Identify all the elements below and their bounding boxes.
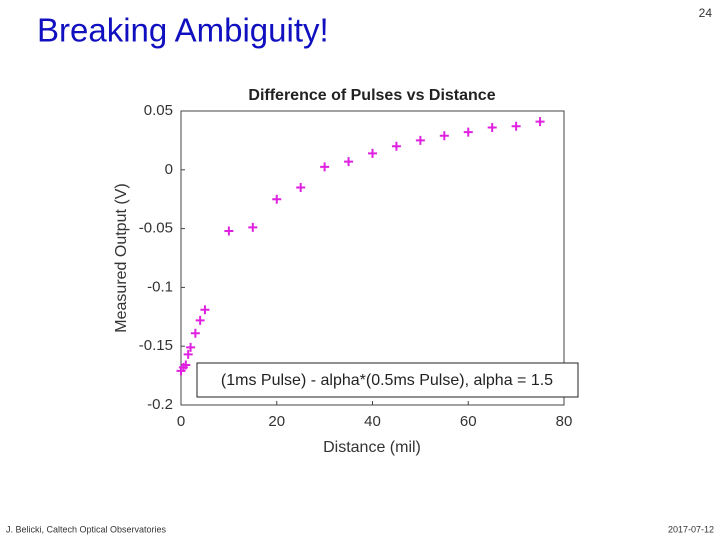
point: [439, 131, 449, 141]
point: [511, 121, 521, 131]
y-axis-label: Measured Output (V): [113, 183, 130, 332]
chart-title: Difference of Pulses vs Distance: [248, 87, 495, 104]
x-tick-label: 20: [268, 413, 285, 430]
y-tick-label: -0.2: [147, 396, 173, 413]
point: [320, 162, 330, 172]
point: [463, 127, 473, 137]
x-tick-label: 40: [364, 413, 381, 430]
footer-right: 2017-07-12: [668, 524, 714, 534]
point: [535, 117, 545, 127]
point: [181, 360, 191, 370]
y-tick-label: 0: [165, 161, 173, 178]
point: [368, 148, 377, 158]
point: [272, 194, 282, 204]
point: [296, 182, 306, 192]
y-tick-label: -0.05: [139, 220, 173, 237]
point: [344, 157, 354, 167]
x-tick-label: 0: [177, 413, 185, 430]
point: [200, 305, 210, 315]
point: [487, 122, 497, 132]
x-tick-label: 60: [460, 413, 477, 430]
point: [186, 342, 196, 352]
y-tick-label: -0.15: [139, 337, 173, 354]
point: [183, 349, 193, 359]
page-number: 24: [699, 6, 713, 20]
x-tick-label: 80: [556, 413, 573, 430]
point: [248, 222, 258, 232]
footer-left: J. Belicki, Caltech Optical Observatorie…: [6, 524, 167, 534]
point: [224, 226, 234, 236]
point: [190, 328, 200, 338]
point: [415, 135, 425, 145]
point: [391, 141, 401, 151]
point: [195, 315, 205, 325]
slide-title: Breaking Ambiguity!: [37, 12, 329, 49]
annotation-box: [196, 362, 579, 398]
y-tick-label: 0.05: [144, 102, 173, 119]
annotation: (1ms Pulse) - alpha*(0.5ms Pulse), alpha…: [221, 372, 553, 389]
y-tick-label: -0.1: [147, 278, 173, 295]
x-axis-label: Distance (mil): [323, 439, 421, 456]
